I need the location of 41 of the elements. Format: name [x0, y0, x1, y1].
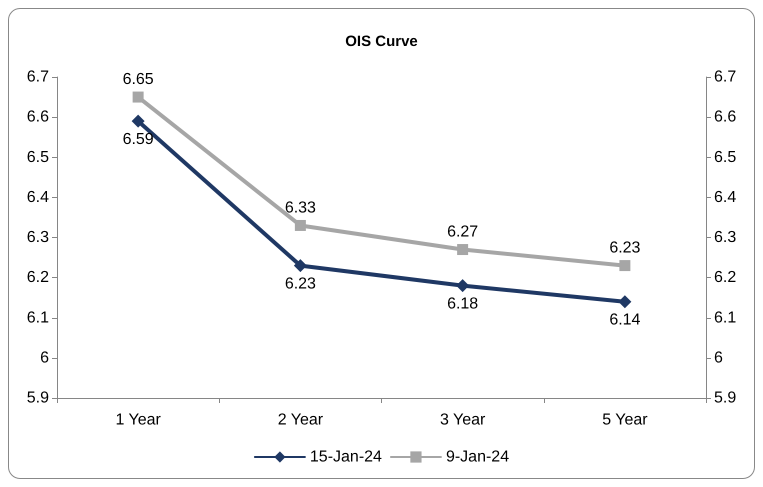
point: [132, 114, 145, 128]
point: [132, 92, 144, 103]
y-tick-label: 6.4: [26, 188, 50, 206]
point: [457, 244, 468, 256]
x-tick-label: 3 Year: [440, 412, 486, 428]
y-tick-label: 5.9: [26, 390, 50, 406]
point: [294, 220, 306, 231]
y-tick-label: 6.3: [26, 229, 50, 246]
y2-tick-label: 6.7: [714, 68, 736, 86]
point: [618, 295, 632, 308]
y-tick-label: 6.2: [26, 269, 50, 286]
y2-tick-label: 5.9: [714, 390, 736, 406]
data-label: 6.23: [609, 240, 641, 257]
y2-tick-label: 6: [714, 349, 723, 366]
y-tick-label: 6.1: [26, 309, 50, 326]
data-label: 6.23: [284, 276, 316, 293]
data-label: 6.18: [447, 296, 478, 313]
x-tick-label: 2 Year: [278, 412, 324, 428]
x-tick-label: 5 Year: [602, 412, 648, 428]
y2-tick-label: 6.1: [714, 309, 736, 326]
data-label: 6.27: [447, 224, 478, 241]
y-tick-label: 6.6: [26, 108, 50, 126]
data-label: 6.33: [284, 199, 316, 216]
legend-label: 9-Jan-24: [446, 448, 510, 466]
legend-label: 15-Jan-24: [310, 448, 382, 466]
y2-tick-label: 6.3: [714, 229, 736, 246]
point: [619, 260, 630, 272]
data-label: 6.14: [609, 312, 641, 329]
point: [456, 279, 470, 292]
y2-tick-label: 6.4: [714, 188, 736, 206]
x-tick-label: 1 Year: [115, 412, 162, 428]
data-label: 6.59: [122, 131, 154, 148]
y-tick-label: 6.7: [26, 68, 50, 86]
y2-tick-label: 6.2: [714, 269, 736, 286]
point: [294, 259, 307, 272]
data-label: 6.65: [122, 71, 154, 88]
chart-title: OIS Curve: [345, 33, 418, 50]
y-tick-label: 6: [40, 349, 50, 366]
y2-tick-label: 6.6: [714, 108, 736, 126]
y2-tick-label: 6.5: [714, 148, 736, 166]
y-tick-label: 6.5: [26, 148, 50, 166]
